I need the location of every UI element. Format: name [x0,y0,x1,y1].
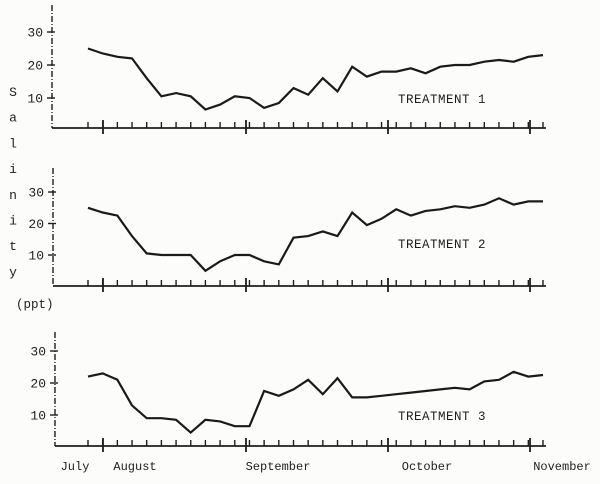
month-label-november: November [533,460,591,474]
y-axis-title-letter: y [9,265,17,280]
treatment-1-axes: 10 20 30 [27,5,546,134]
y-axis-title-letter: i [9,162,17,177]
treatment-3-line [87,370,544,435]
treatment-1-label: TREATMENT 1 [398,93,486,107]
y-axis-title-letter: l [9,136,17,151]
y-tick-label: 10 [28,249,44,264]
y-tick-label: 20 [27,59,43,74]
y-tick-label: 10 [27,92,43,107]
treatment-3-plot: 10 20 30 TREATMENT 3 [30,332,546,452]
treatment-1-line [87,47,544,111]
y-axis-title-letter: t [9,239,17,254]
month-label-august: August [113,460,156,474]
y-axis-title-letter: S [9,85,17,100]
treatment-3-label: TREATMENT 3 [398,410,486,424]
treatment-2-line [87,197,543,273]
y-axis-title-letter: a [9,111,17,126]
x-axis-month-labels: July August September October November [61,460,591,474]
y-tick-label: 30 [27,26,43,41]
treatment-2-plot: 10 20 30 TREATMENT 2 [28,168,546,292]
y-axis-title-letter: i [9,214,17,229]
treatment-2-axes: 10 20 30 [28,168,546,292]
treatment-3-axes: 10 20 30 [30,332,546,452]
y-tick-label: 30 [30,345,46,360]
y-tick-label: 10 [30,409,46,424]
month-label-july: July [61,460,90,474]
y-axis-title-letter: n [9,188,17,203]
y-tick-label: 30 [28,186,44,201]
treatment-2-label: TREATMENT 2 [398,238,486,252]
month-label-october: October [402,460,452,474]
y-axis-unit-label: (ppt) [16,298,54,312]
treatment-1-plot: 10 20 30 TREATMENT 1 [27,5,546,134]
y-tick-label: 20 [28,217,44,232]
y-tick-label: 20 [30,377,46,392]
month-label-september: September [246,460,311,474]
